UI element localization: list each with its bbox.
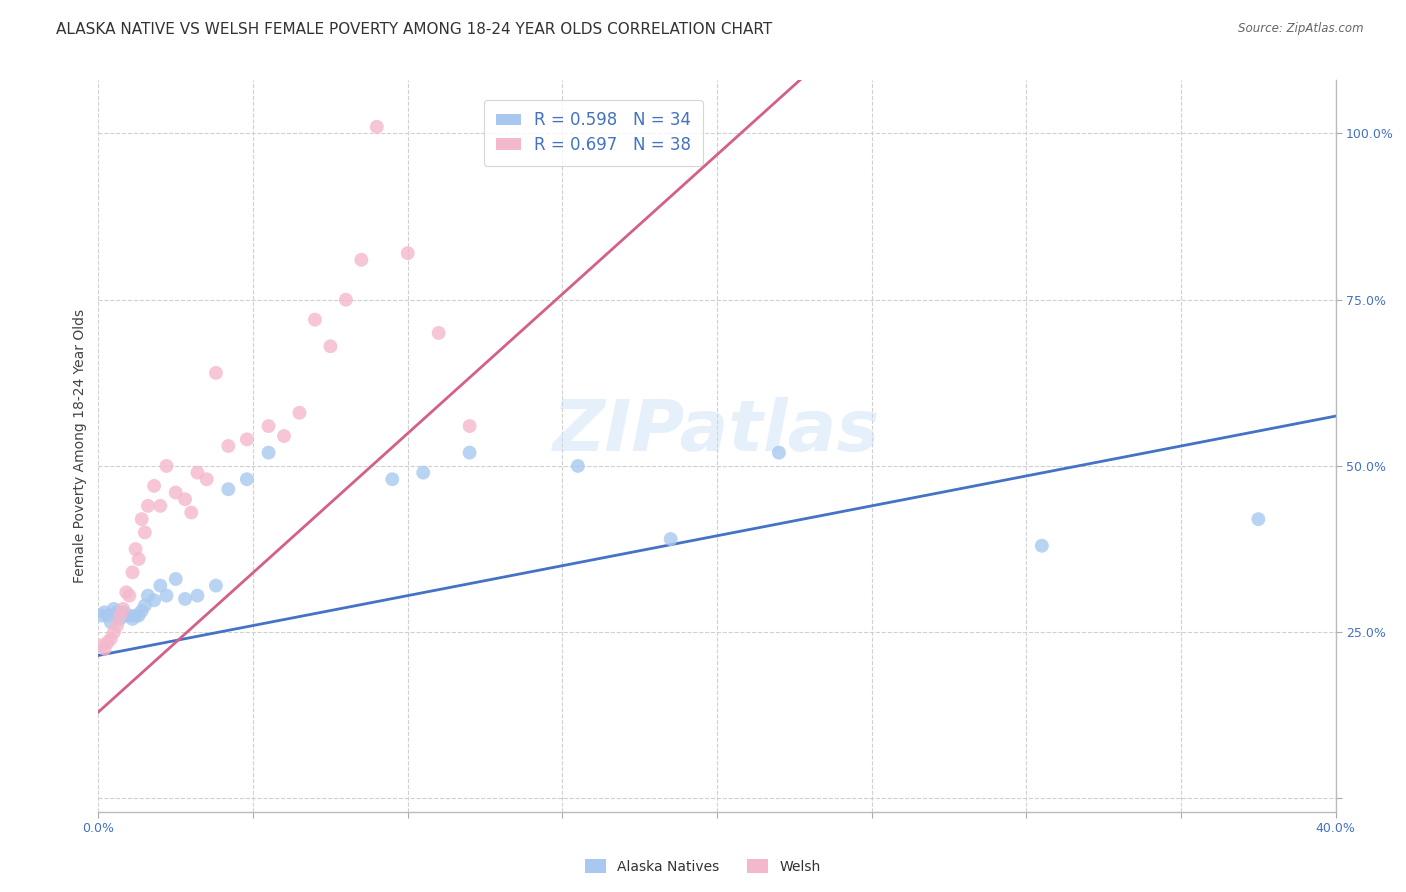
Text: ZIPatlas: ZIPatlas — [554, 397, 880, 466]
Point — [155, 458, 177, 473]
Point — [155, 589, 177, 603]
Point — [124, 608, 146, 623]
Point — [174, 492, 197, 507]
Point — [396, 246, 419, 260]
Point — [257, 419, 280, 434]
Point — [273, 429, 295, 443]
Point — [427, 326, 450, 340]
Point — [458, 445, 481, 459]
Point — [121, 612, 143, 626]
Point — [205, 579, 228, 593]
Point — [128, 608, 150, 623]
Point — [100, 632, 122, 646]
Point — [93, 605, 115, 619]
Point — [90, 639, 112, 653]
Point — [165, 485, 187, 500]
Point — [174, 591, 197, 606]
Point — [108, 612, 131, 626]
Point — [93, 641, 115, 656]
Point — [236, 472, 259, 486]
Point — [143, 593, 166, 607]
Point — [288, 406, 311, 420]
Point — [134, 525, 156, 540]
Point — [381, 472, 404, 486]
Legend: Alaska Natives, Welsh: Alaska Natives, Welsh — [578, 852, 828, 880]
Point — [90, 608, 112, 623]
Point — [205, 366, 228, 380]
Point — [97, 608, 120, 623]
Point — [180, 506, 202, 520]
Point — [118, 589, 141, 603]
Point — [195, 472, 218, 486]
Point — [165, 572, 187, 586]
Point — [103, 602, 125, 616]
Point — [100, 615, 122, 630]
Point — [112, 602, 135, 616]
Point — [567, 458, 589, 473]
Point — [304, 312, 326, 326]
Point — [131, 604, 153, 618]
Point — [103, 625, 125, 640]
Point — [112, 605, 135, 619]
Point — [115, 585, 138, 599]
Point — [186, 589, 208, 603]
Point — [105, 605, 128, 619]
Point — [136, 499, 159, 513]
Point — [257, 445, 280, 459]
Point — [105, 618, 128, 632]
Point — [1247, 512, 1270, 526]
Point — [108, 608, 131, 623]
Point — [659, 532, 682, 546]
Y-axis label: Female Poverty Among 18-24 Year Olds: Female Poverty Among 18-24 Year Olds — [73, 309, 87, 583]
Point — [217, 439, 239, 453]
Point — [136, 589, 159, 603]
Point — [350, 252, 373, 267]
Point — [186, 466, 208, 480]
Point — [97, 635, 120, 649]
Point — [335, 293, 357, 307]
Point — [366, 120, 388, 134]
Point — [236, 433, 259, 447]
Point — [149, 499, 172, 513]
Legend: R = 0.598   N = 34, R = 0.697   N = 38: R = 0.598 N = 34, R = 0.697 N = 38 — [484, 100, 703, 166]
Point — [217, 482, 239, 496]
Point — [128, 552, 150, 566]
Point — [121, 566, 143, 580]
Point — [412, 466, 434, 480]
Text: ALASKA NATIVE VS WELSH FEMALE POVERTY AMONG 18-24 YEAR OLDS CORRELATION CHART: ALASKA NATIVE VS WELSH FEMALE POVERTY AM… — [56, 22, 772, 37]
Text: Source: ZipAtlas.com: Source: ZipAtlas.com — [1239, 22, 1364, 36]
Point — [149, 579, 172, 593]
Point — [458, 419, 481, 434]
Point — [131, 512, 153, 526]
Point — [768, 445, 790, 459]
Point — [319, 339, 342, 353]
Point — [118, 608, 141, 623]
Point — [124, 542, 146, 557]
Point — [134, 599, 156, 613]
Point — [1031, 539, 1053, 553]
Point — [115, 608, 138, 623]
Point — [143, 479, 166, 493]
